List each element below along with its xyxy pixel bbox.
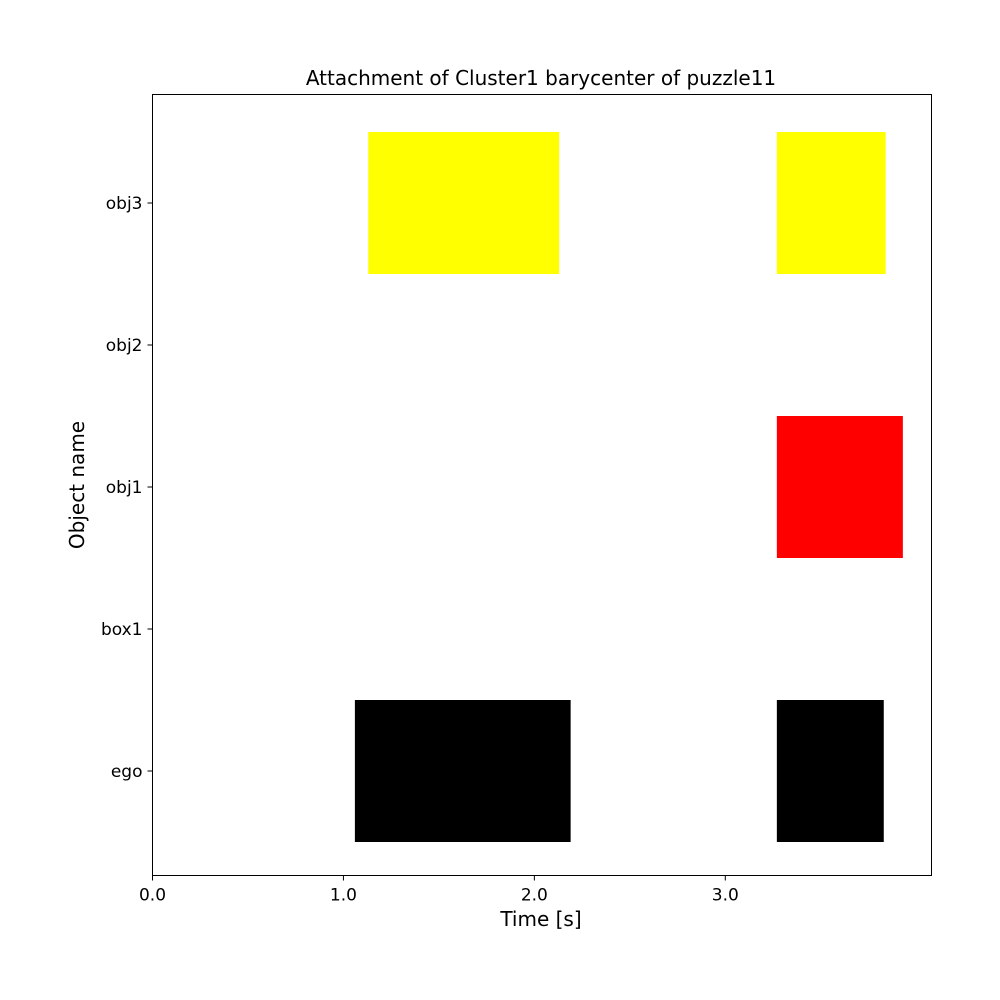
x-tick-label-2: 2.0: [521, 886, 548, 906]
x-axis: 0.0 1.0 2.0 3.0: [139, 875, 739, 906]
y-tick-label-obj1: obj1: [106, 478, 143, 498]
bar-ego-0: [354, 700, 571, 842]
chart-title: Attachment of Cluster1 barycenter of puz…: [306, 66, 776, 90]
bar-obj1-2: [776, 416, 903, 558]
x-tick-label-3: 3.0: [712, 886, 739, 906]
plot-frame: [152, 94, 932, 876]
bar-obj3-3: [368, 132, 560, 274]
y-tick-label-ego: ego: [111, 762, 143, 782]
bars-group: [354, 132, 903, 842]
y-axis-label: Object name: [65, 421, 89, 549]
y-axis: ego box1 obj1 obj2 obj3: [101, 194, 153, 782]
x-tick-label-0: 0.0: [139, 886, 166, 906]
y-tick-label-obj2: obj2: [106, 336, 143, 356]
x-tick-label-1: 1.0: [330, 886, 357, 906]
x-axis-label: Time [s]: [499, 907, 581, 931]
y-tick-label-obj3: obj3: [106, 194, 143, 214]
y-tick-label-box1: box1: [101, 620, 143, 640]
bar-ego-1: [776, 700, 884, 842]
bar-obj3-4: [776, 132, 886, 274]
